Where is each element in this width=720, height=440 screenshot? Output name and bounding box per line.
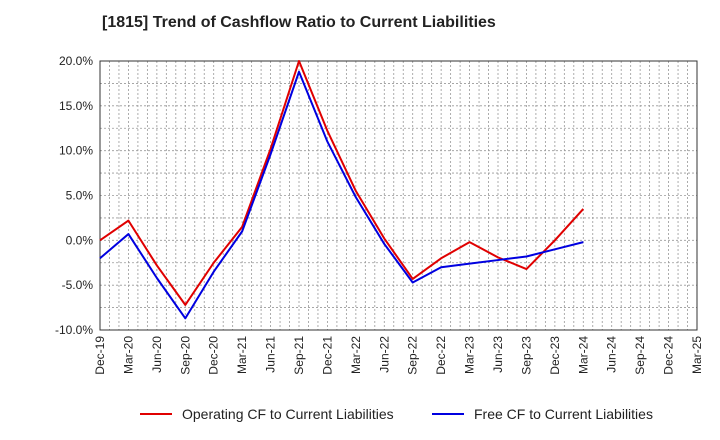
series-line-operating-cf bbox=[99, 60, 585, 306]
x-tick-label: Dec-19 bbox=[93, 336, 107, 375]
x-tick-label: Mar-23 bbox=[463, 336, 477, 374]
x-tick-label: Dec-22 bbox=[434, 336, 448, 375]
y-tick-label: -5.0% bbox=[62, 278, 94, 292]
x-tick-label: Mar-25 bbox=[690, 336, 704, 374]
x-tick-label: Dec-24 bbox=[662, 336, 676, 375]
series-line-free-cf bbox=[99, 70, 584, 320]
x-tick-label: Jun-21 bbox=[264, 336, 278, 373]
y-tick-label: 0.0% bbox=[66, 233, 94, 247]
y-tick-labels: 20.0% 15.0% 10.0% 5.0% 0.0% -5.0% -10.0% bbox=[55, 54, 93, 337]
y-tick-label: 20.0% bbox=[59, 54, 93, 68]
y-tick-label: 5.0% bbox=[66, 189, 94, 203]
x-tick-label: Mar-24 bbox=[576, 336, 590, 374]
x-tick-label: Jun-20 bbox=[150, 336, 164, 373]
x-tick-label: Sep-23 bbox=[519, 336, 533, 375]
series-lines bbox=[99, 60, 585, 320]
chart-title: [1815] Trend of Cashflow Ratio to Curren… bbox=[102, 14, 496, 31]
y-tick-label: 15.0% bbox=[59, 99, 93, 113]
grid bbox=[100, 61, 697, 330]
legend-label: Free CF to Current Liabilities bbox=[474, 406, 653, 422]
x-tick-labels: Dec-19 Mar-20 Jun-20 Sep-20 Dec-20 Mar-21 Jun-… bbox=[93, 336, 704, 375]
x-tick-label: Dec-23 bbox=[548, 336, 562, 375]
y-tick-label: -10.0% bbox=[55, 323, 93, 337]
x-tick-label: Mar-21 bbox=[235, 336, 249, 374]
x-tick-label: Dec-20 bbox=[207, 336, 221, 375]
x-tick-label: Dec-21 bbox=[320, 336, 334, 375]
axes bbox=[99, 60, 698, 331]
x-tick-label: Mar-22 bbox=[349, 336, 363, 374]
legend-label: Operating CF to Current Liabilities bbox=[182, 406, 394, 422]
x-tick-label: Mar-20 bbox=[121, 336, 135, 374]
x-tick-label: Jun-22 bbox=[377, 336, 391, 373]
x-tick-label: Sep-22 bbox=[406, 336, 420, 375]
x-tick-label: Sep-21 bbox=[292, 336, 306, 375]
x-tick-label: Jun-23 bbox=[491, 336, 505, 373]
y-tick-label: 10.0% bbox=[59, 144, 93, 158]
legend: Operating CF to Current Liabilities Free … bbox=[140, 406, 653, 422]
x-tick-label: Sep-20 bbox=[178, 336, 192, 375]
plot-frame bbox=[99, 60, 698, 331]
x-tick-label: Sep-24 bbox=[633, 336, 647, 375]
x-tick-label: Jun-24 bbox=[605, 336, 619, 373]
